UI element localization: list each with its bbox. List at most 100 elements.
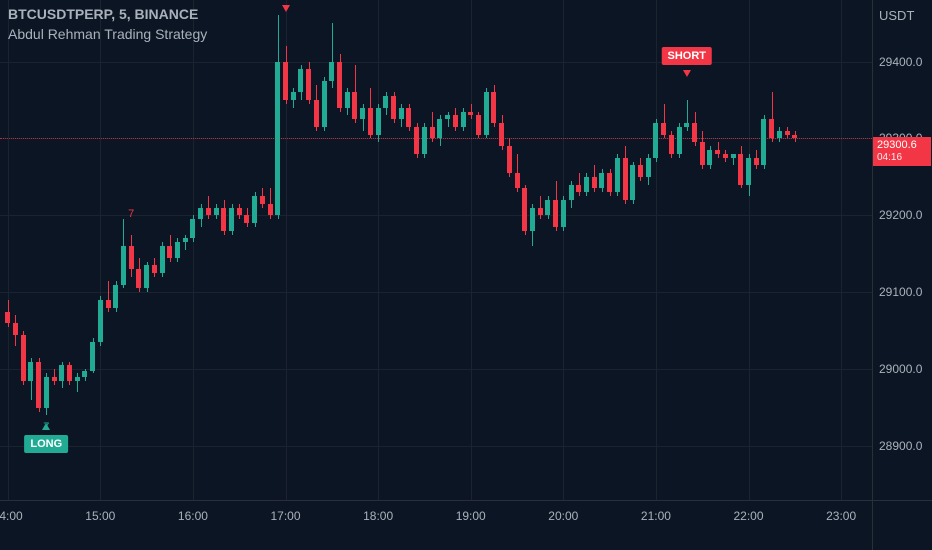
candle-body bbox=[615, 158, 620, 193]
grid-vertical bbox=[749, 0, 750, 500]
x-axis[interactable]: 14:0015:0016:0017:0018:0019:0020:0021:00… bbox=[0, 500, 872, 550]
candle-body bbox=[314, 100, 319, 127]
x-tick-label: 14:00 bbox=[0, 509, 23, 523]
grid-vertical bbox=[8, 0, 9, 500]
candle-body bbox=[754, 158, 759, 166]
candle-body bbox=[414, 127, 419, 154]
candle-body bbox=[214, 208, 219, 216]
candle-body bbox=[298, 69, 303, 92]
candle-body bbox=[430, 127, 435, 139]
grid-horizontal bbox=[0, 292, 872, 293]
candle-body bbox=[761, 119, 766, 165]
candle-body bbox=[769, 119, 774, 138]
candle-body bbox=[677, 127, 682, 154]
x-tick-label: 20:00 bbox=[548, 509, 578, 523]
candle-body bbox=[268, 204, 273, 216]
short-arrow-icon bbox=[282, 5, 290, 12]
candle-body bbox=[322, 81, 327, 127]
y-tick-label: 28900.0 bbox=[879, 439, 922, 453]
candle-body bbox=[306, 69, 311, 100]
candle-body bbox=[599, 173, 604, 188]
short-signal-label: SHORT bbox=[662, 47, 713, 65]
candle-body bbox=[491, 92, 496, 123]
candle-body bbox=[36, 362, 41, 408]
candle-body bbox=[468, 112, 473, 116]
candle-body bbox=[723, 154, 728, 158]
candle-body bbox=[476, 115, 481, 134]
candle-body bbox=[360, 108, 365, 120]
grid-horizontal bbox=[0, 62, 872, 63]
candle-body bbox=[345, 92, 350, 107]
candle-wick bbox=[448, 112, 449, 127]
last-price-line bbox=[0, 138, 872, 139]
candle-body bbox=[376, 108, 381, 135]
y-tick-label: 29400.0 bbox=[879, 55, 922, 69]
candle-body bbox=[67, 365, 72, 380]
candle-body bbox=[653, 123, 658, 158]
candle-body bbox=[167, 246, 172, 258]
candle-body bbox=[82, 371, 87, 377]
x-tick-label: 17:00 bbox=[271, 509, 301, 523]
candle-body bbox=[106, 300, 111, 308]
grid-vertical bbox=[378, 0, 379, 500]
candle-body bbox=[13, 323, 18, 335]
candle-body bbox=[623, 158, 628, 200]
last-price-tag: 29300.604:16 bbox=[873, 137, 931, 166]
candle-body bbox=[669, 135, 674, 154]
candle-body bbox=[576, 185, 581, 193]
candle-body bbox=[198, 208, 203, 220]
x-tick-label: 18:00 bbox=[363, 509, 393, 523]
signal-number: 7 bbox=[43, 421, 49, 433]
chart-area[interactable]: LONG7SHORT7SHORT bbox=[0, 0, 872, 500]
candle-body bbox=[113, 285, 118, 308]
candle-body bbox=[561, 200, 566, 227]
candle-body bbox=[59, 365, 64, 380]
countdown: 04:16 bbox=[877, 152, 927, 164]
candle-body bbox=[183, 238, 188, 242]
signal-number: 7 bbox=[128, 208, 134, 220]
candle-body bbox=[545, 200, 550, 215]
grid-vertical bbox=[100, 0, 101, 500]
y-axis[interactable]: USDT 28900.029000.029100.029200.029300.0… bbox=[872, 0, 932, 500]
candle-body bbox=[144, 265, 149, 288]
grid-vertical bbox=[471, 0, 472, 500]
x-tick-label: 22:00 bbox=[734, 509, 764, 523]
y-tick-label: 29200.0 bbox=[879, 208, 922, 222]
candle-body bbox=[731, 154, 736, 158]
candle-body bbox=[337, 62, 342, 108]
candle-body bbox=[746, 158, 751, 185]
x-tick-label: 21:00 bbox=[641, 509, 671, 523]
candle-body bbox=[244, 215, 249, 223]
candle-body bbox=[437, 119, 442, 138]
candle-body bbox=[352, 92, 357, 119]
candle-body bbox=[121, 246, 126, 284]
grid-vertical bbox=[563, 0, 564, 500]
candle-body bbox=[707, 150, 712, 165]
grid-horizontal bbox=[0, 446, 872, 447]
candle-body bbox=[52, 377, 57, 381]
candle-body bbox=[453, 115, 458, 127]
candle-body bbox=[260, 196, 265, 204]
candle-body bbox=[530, 208, 535, 231]
axis-corner bbox=[872, 500, 932, 550]
candle-body bbox=[283, 62, 288, 100]
candle-wick bbox=[185, 235, 186, 250]
candle-body bbox=[368, 108, 373, 135]
candle-body bbox=[190, 219, 195, 238]
x-tick-label: 19:00 bbox=[456, 509, 486, 523]
candle-body bbox=[630, 165, 635, 200]
candle-body bbox=[792, 135, 797, 139]
x-tick-label: 23:00 bbox=[826, 509, 856, 523]
candle-body bbox=[129, 246, 134, 269]
candle-body bbox=[152, 265, 157, 273]
candle-body bbox=[252, 196, 257, 223]
y-tick-label: 29000.0 bbox=[879, 362, 922, 376]
candle-body bbox=[499, 123, 504, 146]
candle-body bbox=[661, 123, 666, 135]
candle-body bbox=[461, 112, 466, 127]
candle-body bbox=[584, 177, 589, 192]
candle-body bbox=[291, 92, 296, 100]
candle-body bbox=[422, 127, 427, 154]
candle-body bbox=[275, 62, 280, 216]
candle-body bbox=[175, 242, 180, 257]
